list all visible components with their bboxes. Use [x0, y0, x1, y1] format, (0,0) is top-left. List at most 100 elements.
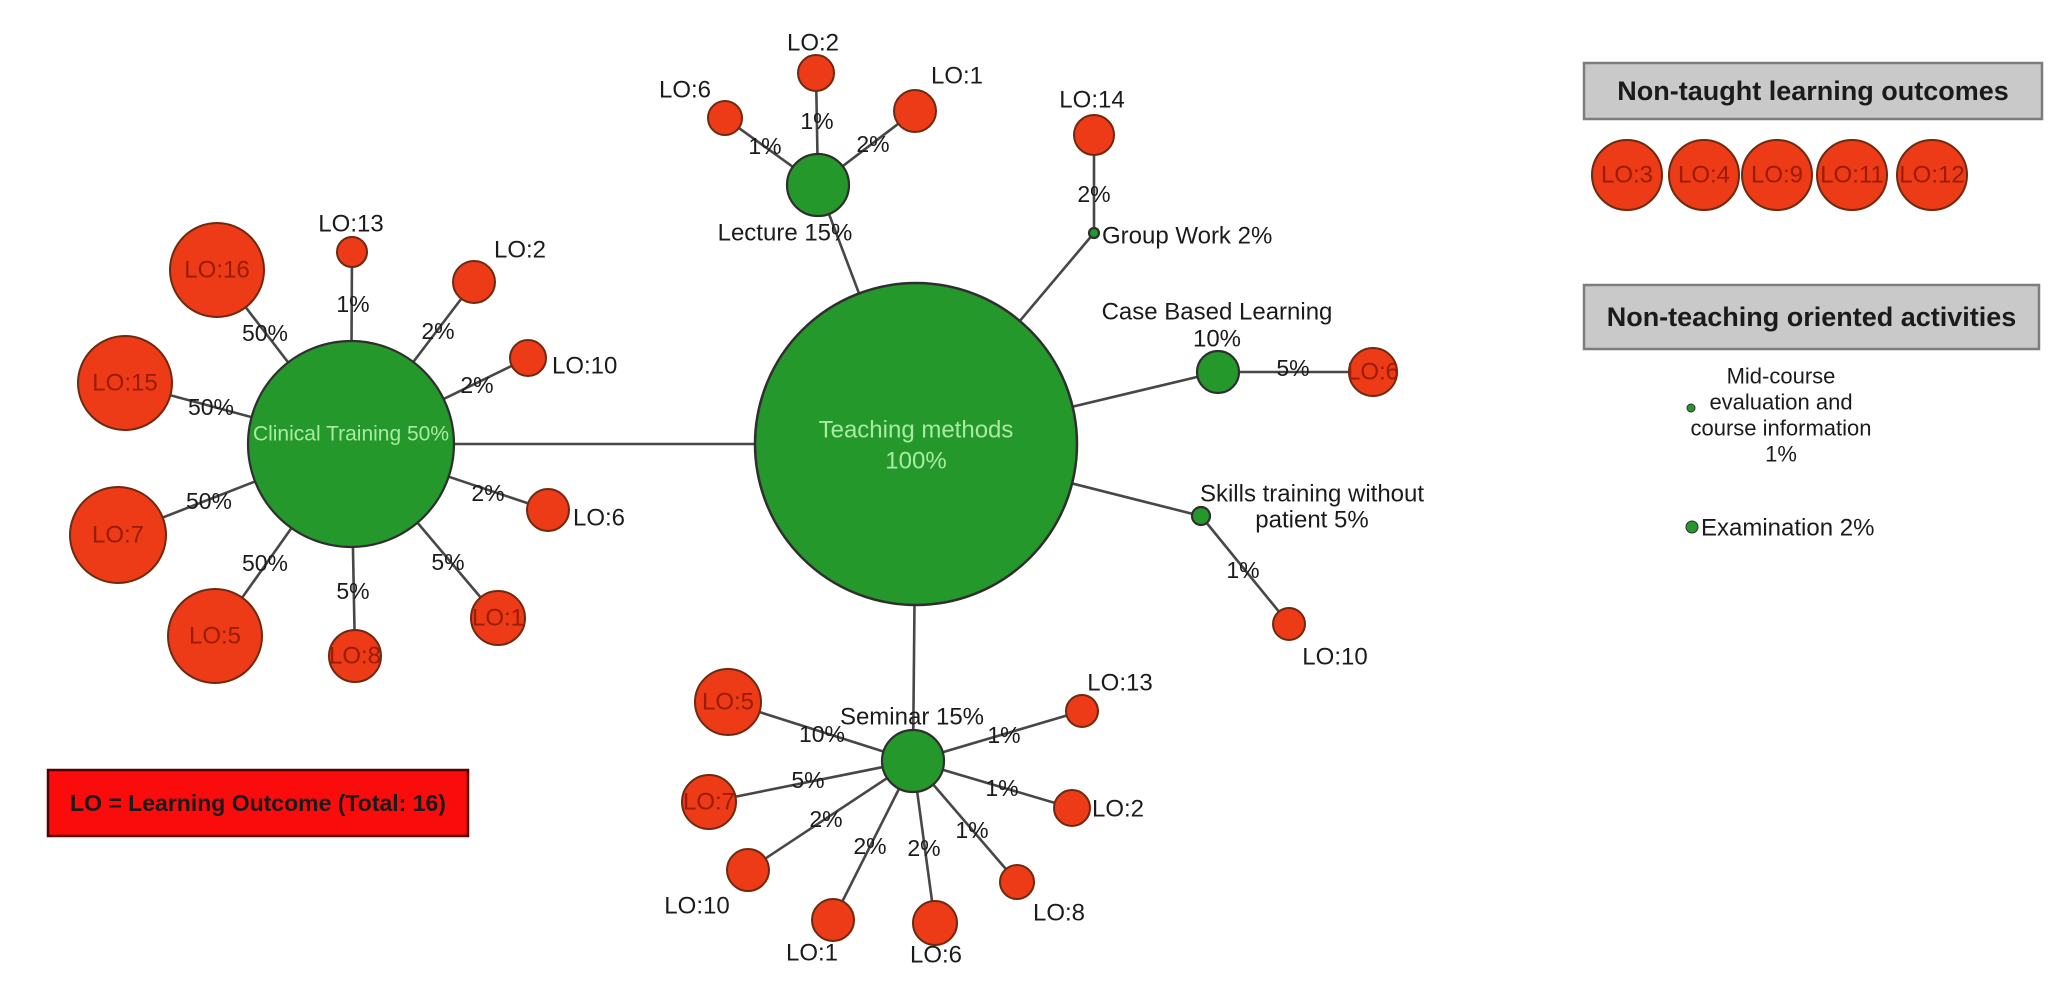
non-taught-label-lo-12: LO:12 — [1899, 162, 1964, 189]
outcome-label-lo-5: LO:5 — [702, 689, 754, 716]
edge-skills-training-without-patient-lo-10 — [1199, 515, 1291, 625]
node-teaching-methods — [753, 281, 1079, 607]
mid-course-evaluation-line-3: 1% — [1765, 442, 1797, 467]
node-case-based-learning-lo-6 — [1348, 347, 1398, 397]
non-taught-lo-11 — [1816, 139, 1888, 211]
outcome-label-lo-6: LO:6 — [659, 77, 711, 104]
node-clinical-training-lo-7 — [69, 486, 167, 584]
skills-training-without-patient-name-line-1: patient 5% — [1255, 507, 1368, 534]
node-skills-training-without-patient — [1190, 505, 1212, 527]
outcome-label-lo-8: LO:8 — [1033, 900, 1085, 927]
outcome-label-lo-6: LO:6 — [573, 505, 625, 532]
non-taught-label-lo-9: LO:9 — [1751, 162, 1803, 189]
hub-label-line-0: Teaching methods — [819, 417, 1014, 444]
edge-percent-clinical-training-lo-16: 50% — [242, 320, 288, 346]
non-taught-label-lo-11: LO:11 — [1820, 162, 1884, 189]
node-clinical-training-lo-8 — [328, 629, 382, 683]
node-clinical-training-lo-5 — [167, 588, 263, 684]
edge-percent-clinical-training-lo-15: 50% — [188, 394, 234, 420]
non-taught-header-box — [1582, 61, 2044, 121]
outcome-label-lo-10: LO:10 — [664, 893, 729, 920]
node-skills-training-without-patient-lo-10 — [1272, 607, 1306, 641]
edge-seminar-lo-7 — [708, 759, 914, 804]
node-clinical-training-lo-2 — [452, 260, 496, 304]
outcome-label-lo-1: LO:1 — [786, 940, 838, 967]
node-lecture — [785, 152, 851, 218]
edge-percent-seminar-lo-1: 2% — [853, 833, 886, 859]
outcome-label-lo-16: LO:16 — [184, 257, 249, 284]
mid-course-evaluation-line-2: course information — [1691, 416, 1872, 441]
edge-percent-clinical-training-lo-10: 2% — [460, 372, 493, 398]
edge-seminar-lo-10 — [747, 759, 914, 872]
edge-percent-clinical-training-lo-8: 5% — [336, 578, 369, 604]
edge-percent-seminar-lo-7: 5% — [791, 767, 824, 793]
node-seminar-lo-1 — [811, 898, 855, 942]
outcome-label-lo-6: LO:6 — [910, 942, 962, 969]
dot-examination — [1685, 520, 1699, 534]
outcome-label-lo-13: LO:13 — [318, 211, 383, 238]
edge-percent-seminar-lo-5: 10% — [799, 721, 845, 747]
node-seminar-lo-6 — [912, 900, 958, 946]
outcome-label-lo-10: LO:10 — [552, 353, 617, 380]
node-clinical-training-lo-16 — [169, 222, 265, 318]
outcome-label-lo-7: LO:7 — [92, 522, 144, 549]
edge-percent-clinical-training-lo-2: 2% — [421, 318, 454, 344]
node-seminar-lo-5 — [694, 668, 762, 736]
node-seminar-lo-2 — [1053, 789, 1091, 827]
node-seminar-lo-10 — [726, 848, 770, 892]
outcome-label-lo-5: LO:5 — [189, 623, 241, 650]
node-clinical-training-lo-15 — [77, 335, 173, 431]
edge-percent-clinical-training-lo-7: 50% — [186, 488, 232, 514]
non-teaching-header: Non-teaching oriented activities — [1607, 302, 2017, 332]
edge-percent-lecture-lo-1: 2% — [856, 131, 889, 157]
lecture-name-line-0: Lecture 15% — [718, 220, 853, 247]
node-clinical-training-lo-6 — [526, 488, 570, 532]
node-lecture-lo-6 — [707, 100, 743, 136]
mid-course-evaluation-line-1: evaluation and — [1709, 390, 1852, 415]
outcome-label-lo-2: LO:2 — [1092, 796, 1144, 823]
edge-percent-group-work-lo-14: 2% — [1077, 181, 1110, 207]
non-taught-lo-4 — [1668, 139, 1740, 211]
node-group-work-lo-14 — [1073, 114, 1115, 156]
outcome-label-lo-14: LO:14 — [1059, 87, 1124, 114]
non-teaching-header-box — [1582, 283, 2041, 351]
node-seminar-lo-8 — [999, 864, 1035, 900]
non-taught-label-lo-3: LO:3 — [1601, 162, 1653, 189]
node-case-based-learning — [1195, 349, 1241, 395]
mid-course-evaluation-line-0: Mid-course — [1727, 364, 1836, 389]
node-clinical-training-lo-13 — [336, 236, 368, 268]
dot-mid-course-evaluation — [1686, 403, 1696, 413]
node-lecture-lo-1 — [893, 89, 937, 133]
edge-percent-seminar-lo-8: 1% — [955, 817, 988, 843]
node-lecture-lo-2 — [797, 54, 835, 92]
edge-percent-case-based-learning-lo-6: 5% — [1276, 355, 1309, 381]
legend-box — [46, 768, 470, 838]
hub-label-line-1: 100% — [885, 448, 946, 475]
outcome-label-lo-7: LO:7 — [683, 789, 735, 816]
outcome-label-lo-13: LO:13 — [1087, 670, 1152, 697]
outcome-label-lo-2: LO:2 — [787, 30, 839, 57]
edge-percent-skills-training-without-patient-lo-10: 1% — [1226, 557, 1259, 583]
non-taught-label-lo-4: LO:4 — [1678, 162, 1730, 189]
node-seminar-lo-7 — [681, 774, 737, 830]
edge-percent-seminar-lo-13: 1% — [987, 722, 1020, 748]
clinical-training-label: Clinical Training 50% — [253, 423, 449, 446]
edge-percent-clinical-training-lo-13: 1% — [336, 291, 369, 317]
non-taught-lo-3 — [1591, 139, 1663, 211]
outcome-label-lo-2: LO:2 — [494, 237, 546, 264]
outcome-label-lo-1: LO:1 — [931, 63, 983, 90]
outcome-label-lo-10: LO:10 — [1302, 644, 1367, 671]
outcome-label-lo-8: LO:8 — [329, 643, 381, 670]
skills-training-without-patient-name-line-0: Skills training without — [1200, 481, 1424, 508]
edge-percent-seminar-lo-6: 2% — [907, 835, 940, 861]
examination-line-0: Examination 2% — [1701, 515, 1874, 542]
edge-percent-lecture-lo-6: 1% — [748, 133, 781, 159]
edge-percent-lecture-lo-2: 1% — [800, 108, 833, 134]
node-seminar — [880, 728, 946, 794]
case-based-learning-name-line-1: 10% — [1193, 326, 1241, 353]
non-taught-lo-9 — [1741, 139, 1813, 211]
node-clinical-training-lo-1 — [470, 590, 526, 646]
group-work-name-line-0: Group Work 2% — [1102, 223, 1272, 250]
